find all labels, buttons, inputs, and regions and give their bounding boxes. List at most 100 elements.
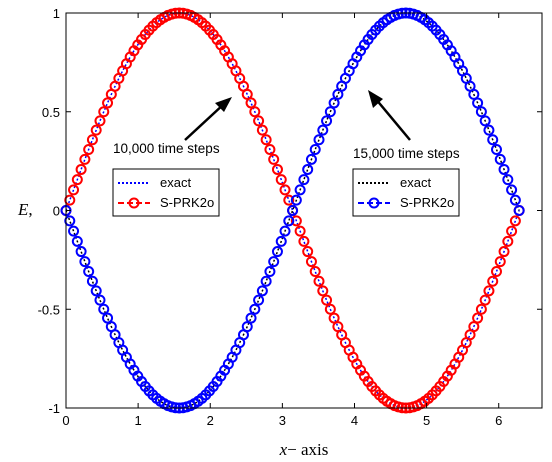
x-tick-label: 3 — [279, 413, 286, 428]
data-point — [487, 275, 499, 287]
data-point — [241, 88, 253, 100]
data-point — [275, 235, 287, 247]
data-point — [313, 275, 325, 287]
data-point — [253, 294, 265, 306]
y-tick-label: 0.5 — [42, 105, 60, 120]
data-point — [294, 225, 306, 237]
data-point — [75, 163, 87, 175]
data-point — [506, 184, 518, 196]
data-point — [260, 275, 272, 287]
data-point — [509, 194, 521, 206]
legend-2: exact S-PRK2o — [352, 168, 460, 217]
data-point — [279, 225, 291, 237]
data-point — [64, 194, 76, 206]
x-tick-label: 1 — [135, 413, 142, 428]
data-point — [287, 205, 299, 216]
data-point — [98, 303, 110, 315]
data-point — [68, 184, 80, 196]
data-point — [279, 184, 291, 196]
data-point — [302, 163, 314, 175]
data-point — [317, 124, 329, 136]
y-axis-label: E, — [17, 200, 33, 219]
data-point — [294, 184, 306, 196]
data-point — [483, 285, 495, 297]
data-point — [324, 303, 336, 315]
data-point — [305, 153, 317, 165]
data-point — [264, 266, 276, 278]
x-tick-label: 6 — [495, 413, 502, 428]
y-tick-label: 0 — [53, 204, 60, 219]
data-point — [241, 321, 253, 333]
data-point — [64, 215, 76, 227]
x-tick-label: 2 — [207, 413, 214, 428]
data-point — [328, 312, 340, 324]
data-point — [328, 97, 340, 109]
data-point — [75, 246, 87, 258]
data-point — [324, 106, 336, 118]
data-point — [271, 246, 283, 258]
data-point — [249, 303, 261, 315]
data-point — [283, 215, 295, 227]
data-point — [509, 215, 521, 227]
data-point — [475, 303, 487, 315]
data-point — [68, 225, 80, 237]
series-exact-2 — [65, 12, 520, 409]
y-tick-label: 1 — [53, 6, 60, 21]
data-point — [79, 153, 91, 165]
data-point — [498, 246, 510, 258]
data-point — [309, 266, 321, 278]
data-point — [317, 285, 329, 297]
data-point — [268, 153, 280, 165]
data-point — [102, 312, 114, 324]
data-point — [494, 153, 506, 165]
y-tick-label: -1 — [48, 401, 60, 416]
data-point — [83, 266, 95, 278]
y-tick-label: -0.5 — [38, 302, 60, 317]
data-point — [283, 194, 295, 206]
data-point — [490, 143, 502, 155]
data-point — [245, 97, 257, 109]
data-point — [468, 321, 480, 333]
data-point — [483, 124, 495, 136]
data-point — [305, 256, 317, 268]
data-point — [290, 194, 302, 206]
data-point — [321, 294, 333, 306]
data-point — [472, 97, 484, 109]
legend-1: exact S-PRK2o — [112, 168, 220, 217]
series-line — [65, 12, 520, 409]
legend-1-exact-label: exact — [160, 175, 191, 190]
data-point — [506, 225, 518, 237]
data-point — [86, 134, 98, 146]
series-line — [65, 12, 520, 409]
data-point — [102, 97, 114, 109]
x-tick-label: 0 — [62, 413, 69, 428]
data-point — [79, 256, 91, 268]
series-exact-0 — [65, 12, 520, 409]
data-point — [256, 124, 268, 136]
data-point — [468, 88, 480, 100]
data-point — [275, 174, 287, 186]
data-point — [253, 115, 265, 127]
data-point — [71, 235, 83, 247]
data-point — [494, 256, 506, 268]
annotation-arrow-2 — [368, 90, 411, 141]
data-point — [94, 294, 106, 306]
x-tick-label: 5 — [423, 413, 430, 428]
data-point — [264, 143, 276, 155]
data-point — [298, 174, 310, 186]
data-point — [487, 134, 499, 146]
data-point — [86, 275, 98, 287]
data-point — [490, 266, 502, 278]
annotation-15000-steps: 15,000 time steps — [353, 146, 460, 161]
x-tick-label: 4 — [351, 413, 358, 428]
series-s-prk2o-3 — [60, 7, 525, 414]
data-point — [309, 143, 321, 155]
annotation-10000-steps: 10,000 time steps — [113, 141, 220, 156]
data-point — [290, 215, 302, 227]
data-point — [479, 115, 491, 127]
data-point — [502, 235, 514, 247]
data-point — [98, 106, 110, 118]
data-point — [498, 163, 510, 175]
legend-2-sprk-label: S-PRK2o — [400, 195, 454, 210]
data-point — [71, 174, 83, 186]
